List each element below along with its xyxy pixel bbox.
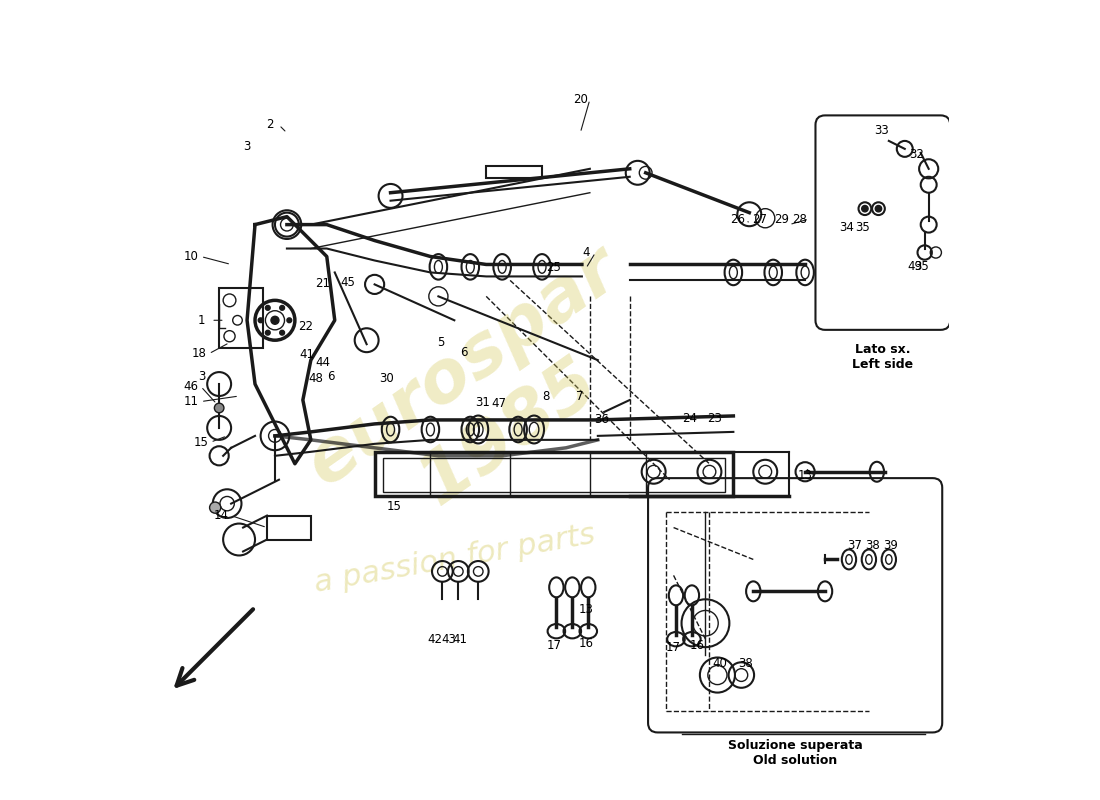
Text: 13: 13 xyxy=(579,603,593,616)
Text: 8: 8 xyxy=(542,390,550,402)
Text: 16: 16 xyxy=(690,639,705,652)
Text: 38: 38 xyxy=(738,657,752,670)
Text: 5: 5 xyxy=(437,336,444,349)
Text: 40: 40 xyxy=(713,657,727,670)
Text: 15: 15 xyxy=(194,436,208,449)
Circle shape xyxy=(214,403,224,413)
Text: 3: 3 xyxy=(243,140,251,153)
Text: 14: 14 xyxy=(214,509,229,522)
Text: 16: 16 xyxy=(579,637,593,650)
Text: 35: 35 xyxy=(914,259,928,273)
Text: 41: 41 xyxy=(452,633,468,646)
Text: 36: 36 xyxy=(594,414,609,426)
Text: 29: 29 xyxy=(773,213,789,226)
Text: 26: 26 xyxy=(729,213,745,226)
Text: 33: 33 xyxy=(874,124,889,137)
Text: 42: 42 xyxy=(428,633,442,646)
Circle shape xyxy=(258,318,263,322)
Text: 17: 17 xyxy=(547,639,561,652)
Circle shape xyxy=(210,502,221,514)
Text: a passion for parts: a passion for parts xyxy=(311,521,597,598)
Text: 10: 10 xyxy=(184,250,199,263)
Text: 15: 15 xyxy=(387,499,402,513)
Text: 34: 34 xyxy=(839,222,854,234)
Bar xyxy=(383,458,725,492)
Text: 20: 20 xyxy=(573,93,587,106)
Text: 45: 45 xyxy=(340,276,355,290)
Text: 37: 37 xyxy=(847,539,862,552)
Text: 41: 41 xyxy=(299,348,315,361)
Text: 4: 4 xyxy=(582,246,590,259)
Text: 25: 25 xyxy=(547,261,561,274)
Text: eurospar
1985: eurospar 1985 xyxy=(294,234,679,566)
Text: 21: 21 xyxy=(316,277,330,290)
Text: 3: 3 xyxy=(198,370,206,382)
Text: 39: 39 xyxy=(883,539,898,552)
Text: 6: 6 xyxy=(460,346,467,359)
Text: 46: 46 xyxy=(184,380,199,393)
Circle shape xyxy=(861,206,868,212)
Bar xyxy=(267,515,311,539)
Text: 32: 32 xyxy=(910,148,924,161)
Text: 2: 2 xyxy=(265,118,273,131)
Text: 27: 27 xyxy=(752,213,767,226)
Text: 43: 43 xyxy=(441,633,456,646)
Text: 44: 44 xyxy=(316,356,330,369)
Circle shape xyxy=(265,330,271,335)
Text: 30: 30 xyxy=(379,372,394,385)
Bar xyxy=(219,288,263,348)
Text: Lato sx.
Left side: Lato sx. Left side xyxy=(852,342,913,370)
Circle shape xyxy=(265,306,271,310)
Text: 47: 47 xyxy=(492,397,506,410)
Text: 6: 6 xyxy=(327,370,334,382)
Text: 23: 23 xyxy=(707,412,722,425)
Text: 35: 35 xyxy=(855,222,870,234)
Circle shape xyxy=(279,306,285,310)
Text: 11: 11 xyxy=(184,395,199,408)
Text: 13: 13 xyxy=(798,470,813,482)
Circle shape xyxy=(271,316,279,324)
Bar xyxy=(486,166,542,178)
Text: 48: 48 xyxy=(308,372,323,385)
Text: Soluzione superata
Old solution: Soluzione superata Old solution xyxy=(728,739,862,767)
Text: 38: 38 xyxy=(866,539,880,552)
Text: 24: 24 xyxy=(682,412,697,425)
Text: 18: 18 xyxy=(191,347,207,360)
Circle shape xyxy=(279,330,285,335)
Text: 49: 49 xyxy=(908,259,923,273)
Text: 22: 22 xyxy=(298,320,312,333)
Text: 31: 31 xyxy=(475,396,490,409)
Circle shape xyxy=(876,206,881,212)
Circle shape xyxy=(287,318,292,322)
Bar xyxy=(375,452,734,496)
Text: 1: 1 xyxy=(198,314,206,326)
Text: 7: 7 xyxy=(575,390,583,402)
Text: 17: 17 xyxy=(667,641,681,654)
Text: 28: 28 xyxy=(792,213,807,226)
